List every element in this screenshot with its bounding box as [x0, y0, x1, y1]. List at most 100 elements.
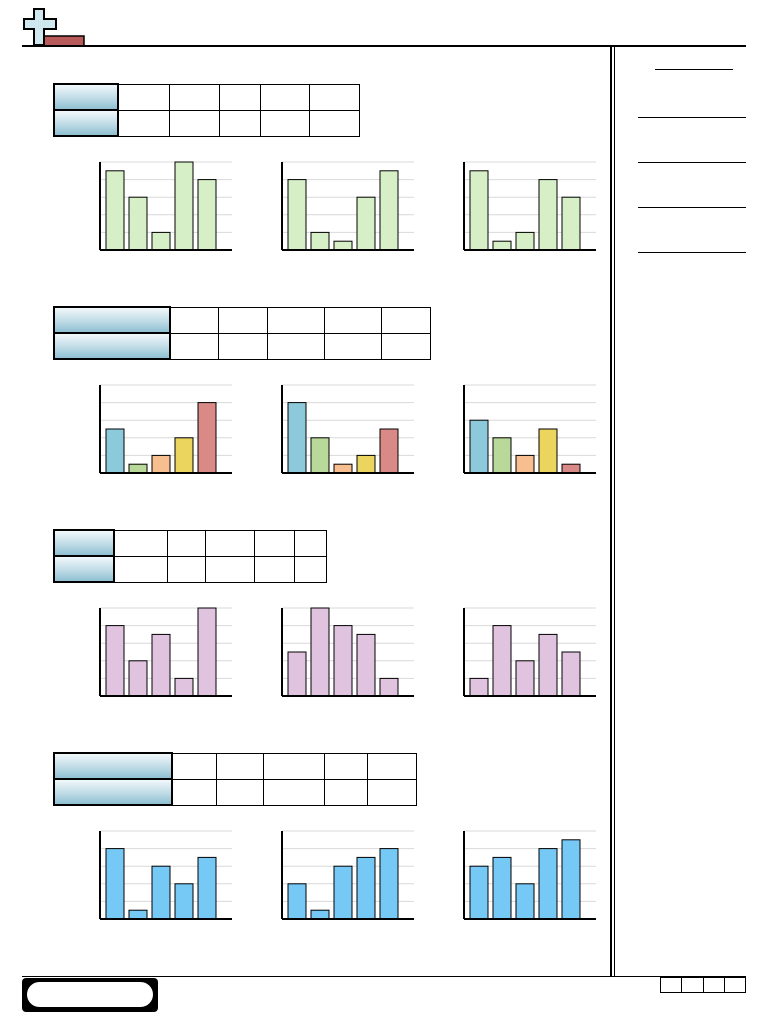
table-cell: [219, 83, 261, 111]
chart-bar: [492, 625, 512, 697]
chart-bar: [356, 196, 376, 251]
table-cell: [309, 109, 360, 137]
chart-bar: [310, 437, 330, 474]
page-box: [704, 978, 725, 992]
chart-bar: [561, 651, 581, 697]
chart-bar: [492, 437, 512, 474]
table-cell: [169, 332, 219, 360]
frequency-table-3: [53, 529, 327, 583]
page-box: [682, 978, 704, 992]
table-cell: [205, 555, 255, 583]
table-cell: [294, 529, 327, 557]
answer-line-2[interactable]: [638, 117, 746, 118]
table-row: [53, 83, 360, 111]
bar-chart[interactable]: [462, 829, 596, 921]
chart-bar: [105, 625, 125, 697]
table-cell: [171, 778, 217, 806]
chart-bar: [151, 633, 171, 697]
table-header-cell: [53, 83, 119, 111]
chart-bar: [174, 883, 194, 920]
bar-chart[interactable]: [98, 160, 232, 252]
chart-bar: [492, 240, 512, 251]
table-cell: [117, 83, 170, 111]
chart-bar: [538, 179, 558, 251]
page-box: [725, 978, 745, 992]
bar-chart[interactable]: [462, 606, 596, 698]
table-header-cell: [53, 306, 171, 334]
chart-bar: [151, 454, 171, 474]
answer-line-1[interactable]: [655, 69, 733, 70]
table-row: [53, 332, 431, 360]
chart-bar: [469, 419, 489, 474]
page-box: [661, 978, 683, 992]
header-rule: [22, 45, 746, 47]
chart-bar: [538, 848, 558, 920]
chart-bar: [469, 865, 489, 920]
table-header-cell: [53, 109, 119, 137]
table-cell: [169, 109, 220, 137]
answer-column-divider: [610, 47, 612, 977]
chart-bar: [469, 170, 489, 251]
bar-chart[interactable]: [462, 383, 596, 475]
table-cell: [294, 555, 327, 583]
chart-bar: [515, 883, 535, 920]
table-header-cell: [53, 752, 173, 780]
chart-bar: [561, 839, 581, 920]
chart-bar: [538, 633, 558, 697]
chart-bar: [561, 196, 581, 251]
bar-chart[interactable]: [280, 606, 414, 698]
table-cell: [381, 306, 431, 334]
table-cell: [367, 752, 417, 780]
chart-bar: [379, 170, 399, 251]
chart-bar: [287, 402, 307, 474]
frequency-table-2: [53, 306, 431, 360]
table-cell: [324, 752, 368, 780]
table-cell: [309, 83, 360, 111]
table-cell: [117, 109, 170, 137]
table-cell: [219, 109, 261, 137]
table-cell: [218, 306, 268, 334]
chart-bar: [174, 677, 194, 697]
bar-chart[interactable]: [462, 160, 596, 252]
footer-label: [24, 979, 156, 1010]
chart-bar: [492, 856, 512, 920]
table-cell: [167, 555, 206, 583]
table-row: [53, 529, 327, 557]
chart-bar: [333, 625, 353, 697]
chart-bar: [287, 651, 307, 697]
bar-chart[interactable]: [98, 829, 232, 921]
bar-chart[interactable]: [280, 383, 414, 475]
table-cell: [171, 752, 217, 780]
table-cell: [263, 778, 325, 806]
chart-bar: [469, 677, 489, 697]
table-cell: [254, 529, 295, 557]
answer-line-5[interactable]: [638, 252, 746, 253]
answer-line-3[interactable]: [638, 162, 746, 163]
chart-bar: [379, 848, 399, 920]
chart-bar: [287, 179, 307, 251]
bar-chart[interactable]: [280, 160, 414, 252]
table-cell: [218, 332, 268, 360]
chart-bar: [105, 848, 125, 920]
table-row: [53, 306, 431, 334]
table-cell: [267, 332, 325, 360]
table-cell: [113, 555, 168, 583]
bar-chart[interactable]: [98, 383, 232, 475]
chart-bar: [174, 437, 194, 474]
table-row: [53, 778, 417, 806]
chart-bar: [197, 402, 217, 474]
table-row: [53, 752, 417, 780]
chart-bar: [310, 909, 330, 920]
table-cell: [205, 529, 255, 557]
table-cell: [260, 83, 310, 111]
bar-chart[interactable]: [280, 829, 414, 921]
table-header-cell: [53, 332, 171, 360]
table-header-cell: [53, 778, 173, 806]
chart-bar: [356, 633, 376, 697]
table-cell: [267, 306, 325, 334]
table-row: [53, 109, 360, 137]
bar-chart[interactable]: [98, 606, 232, 698]
answer-line-4[interactable]: [638, 207, 746, 208]
table-cell: [167, 529, 206, 557]
table-cell: [367, 778, 417, 806]
